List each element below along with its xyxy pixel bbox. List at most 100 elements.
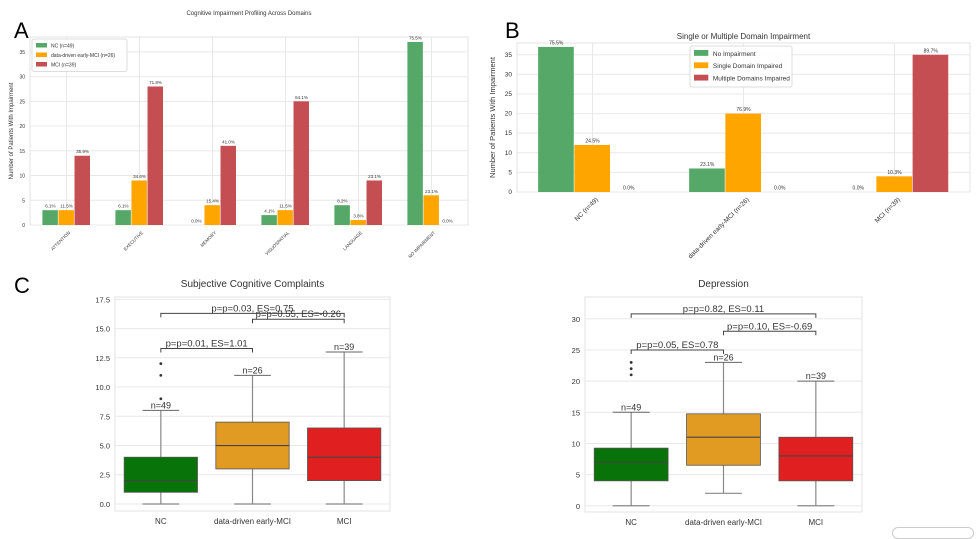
panel-label-b: B <box>505 18 520 43</box>
chart-title: Subjective Cognitive Complaints <box>181 279 324 290</box>
y-tick-label: 10.0 <box>95 383 110 392</box>
data-label: 34.6% <box>133 174 146 179</box>
panel-label-a: A <box>14 18 29 43</box>
x-tick-label: data-driven early-MCI (n=26) <box>687 196 751 260</box>
box <box>686 413 761 466</box>
outlier-point <box>159 362 163 366</box>
data-label: 23.1% <box>700 162 715 168</box>
data-label: 75.5% <box>409 35 422 40</box>
x-tick-label: NC <box>155 517 167 526</box>
bar <box>147 86 163 225</box>
y-tick-label: 17.5 <box>95 295 110 304</box>
y-tick-label: 30 <box>572 315 580 324</box>
overlay-widget[interactable] <box>892 527 974 539</box>
y-tick-label: 25 <box>572 346 580 355</box>
x-tick-label: EXECUTIVE <box>123 230 145 252</box>
legend-label: Single Domain Impaired <box>713 63 783 70</box>
legend-box <box>31 38 128 72</box>
bar <box>912 54 949 193</box>
chart-title: Single or Multiple Domain Impairment <box>677 32 811 41</box>
bar <box>334 205 350 225</box>
y-tick-label: 5 <box>508 169 512 176</box>
data-label: 23.1% <box>425 189 438 194</box>
data-label: 0.0% <box>853 186 865 192</box>
legend-label: No Impairment <box>713 51 756 58</box>
data-label: 11.5% <box>279 204 291 209</box>
y-tick-label: 25 <box>505 91 513 98</box>
legend-box <box>689 45 793 88</box>
bar <box>407 41 423 225</box>
n-label: n=39 <box>806 371 826 381</box>
y-tick-label: 12.5 <box>95 354 110 363</box>
legend-swatch <box>694 50 709 56</box>
data-label: 15.4% <box>206 199 219 204</box>
data-label: 0.0% <box>442 219 452 224</box>
n-label: n=49 <box>621 402 641 412</box>
significance-label: p=p=0.03, ES=0.75 <box>211 303 293 314</box>
outlier-point <box>159 373 163 377</box>
x-tick-label: MCI <box>337 517 352 526</box>
y-tick-label: 20 <box>505 111 513 118</box>
bar <box>58 210 74 225</box>
bar <box>350 220 366 225</box>
outlier-point <box>159 397 163 401</box>
y-tick-label: 35 <box>505 52 513 59</box>
n-label: n=26 <box>242 365 262 375</box>
x-tick-label: VISUOSPATIAL <box>264 230 290 256</box>
bar <box>261 215 277 225</box>
outlier-point <box>629 367 633 371</box>
x-tick-label: NO IMPAIRMENT <box>407 230 436 259</box>
significance-label: p=p=0.05, ES=0.78 <box>636 340 718 351</box>
data-label: 23.1% <box>368 174 381 179</box>
legend-label: MCI (n=39) <box>51 62 76 68</box>
y-tick-label: 10 <box>19 174 25 180</box>
y-tick-label: 30 <box>505 71 513 78</box>
y-axis-label: Number of Patients With Impairment <box>488 56 497 178</box>
n-label: n=49 <box>151 400 171 410</box>
bar <box>876 176 913 192</box>
legend-swatch <box>36 52 47 57</box>
bar <box>131 180 147 225</box>
data-label: 10.3% <box>887 170 902 176</box>
bar <box>204 205 220 225</box>
bar <box>115 210 131 225</box>
significance-label: p=p=0.10, ES=-0.69 <box>727 321 812 332</box>
chart-title: Cognitive Impairment Profiling Across Do… <box>186 11 311 17</box>
y-tick-label: 0 <box>576 502 580 511</box>
chart-title: Depression <box>698 279 749 290</box>
x-tick-label: MCI (n=39) <box>874 196 902 224</box>
significance-bracket <box>252 318 345 324</box>
box <box>593 447 669 482</box>
data-label: 0.0% <box>191 219 201 224</box>
significance-bracket <box>630 313 817 318</box>
y-tick-label: 30 <box>19 75 25 81</box>
outlier-point <box>629 373 633 377</box>
bar <box>725 113 762 192</box>
legend-swatch <box>694 62 709 69</box>
data-label: 4.1% <box>264 209 274 214</box>
bar <box>423 195 439 225</box>
y-tick-label: 5 <box>22 198 25 204</box>
data-label: 89.7% <box>924 48 939 54</box>
bar <box>42 210 58 225</box>
bar <box>277 210 293 225</box>
legend-swatch <box>694 74 709 81</box>
y-axis-label: Number of Patients With Impairment <box>9 82 15 179</box>
data-label: 76.9% <box>736 107 751 113</box>
y-tick-label: 2.5 <box>100 471 110 480</box>
data-label: 0.0% <box>623 186 635 192</box>
data-label: 3.8% <box>353 214 363 219</box>
significance-label: p=p=0.55, ES=-0.26 <box>256 309 341 320</box>
data-label: 71.8% <box>149 80 162 85</box>
data-label: 6.1% <box>45 204 55 209</box>
y-tick-label: 10 <box>572 439 580 448</box>
legend-label: data-driven early-MCI (n=26) <box>51 53 115 59</box>
box <box>307 427 382 481</box>
bar <box>538 46 574 192</box>
y-tick-label: 35 <box>19 50 25 56</box>
y-tick-label: 0 <box>22 223 25 229</box>
bar <box>689 168 725 192</box>
x-tick-label: NC <box>625 518 637 527</box>
y-tick-label: 5 <box>576 471 580 480</box>
